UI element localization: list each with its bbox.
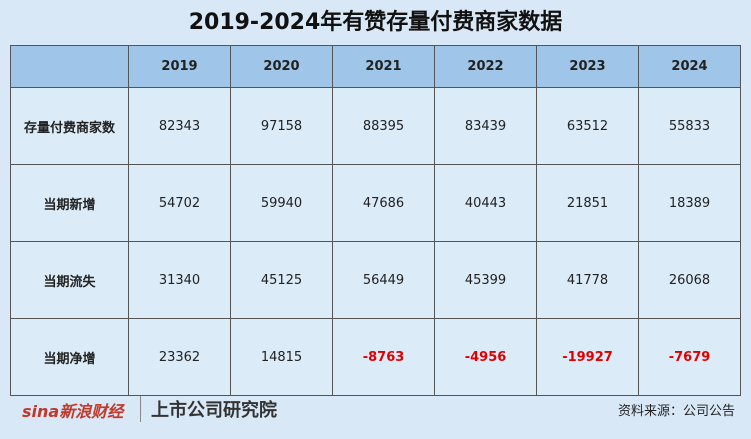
value-cell: 14815: [230, 318, 333, 396]
source-note: 资料来源：公司公告: [617, 404, 735, 419]
value-cell: 88395: [332, 87, 435, 165]
title: 2019-2024年有赞存量付费商家数据: [188, 10, 563, 35]
value-cell: 41778: [536, 241, 639, 319]
row-label: 当期流失: [10, 241, 129, 319]
value-cell: 45125: [230, 241, 333, 319]
header-cell: 2021: [332, 45, 435, 88]
sina-logo: sina新浪财经: [22, 402, 124, 421]
header-cell: 2019: [128, 45, 231, 88]
table-row: 当期流失 31340 45125 56449 45399 41778 26068: [10, 241, 741, 319]
row-label: 当期净增: [10, 318, 129, 396]
table-row: 当期净增 23362 14815 -8763 -4956 -19927 -7679: [10, 318, 741, 396]
header-cell: 2023: [536, 45, 639, 88]
row-label: 存量付费商家数: [10, 87, 129, 165]
data-table: 2019 2020 2021 2022 2023 2024 存量付费商家数 82343 971…: [10, 45, 741, 396]
value-cell: 26068: [638, 241, 741, 319]
value-cell: 47686: [332, 164, 435, 242]
value-cell: -4956: [434, 318, 537, 396]
value-cell: 83439: [434, 87, 537, 165]
header-row: 2019 2020 2021 2022 2023 2024: [10, 45, 741, 88]
value-cell: 23362: [128, 318, 231, 396]
header-cell: 2022: [434, 45, 537, 88]
value-cell: 31340: [128, 241, 231, 319]
value-cell: 55833: [638, 87, 741, 165]
footer: sina新浪财经 上市公司研究院 资料来源：公司公告: [0, 392, 751, 428]
value-cell: 45399: [434, 241, 537, 319]
corner-cell: [10, 45, 129, 88]
value-cell: -19927: [536, 318, 639, 396]
value-cell: -7679: [638, 318, 741, 396]
value-cell: 59940: [230, 164, 333, 242]
header-cell: 2020: [230, 45, 333, 88]
value-cell: -8763: [332, 318, 435, 396]
value-cell: 54702: [128, 164, 231, 242]
value-cell: 82343: [128, 87, 231, 165]
table-row: 当期新增 54702 59940 47686 40443 21851 18389: [10, 164, 741, 242]
value-cell: 18389: [638, 164, 741, 242]
header-cell: 2024: [638, 45, 741, 88]
value-cell: 97158: [230, 87, 333, 165]
value-cell: 56449: [332, 241, 435, 319]
institute-logo: 上市公司研究院: [140, 396, 277, 422]
value-cell: 63512: [536, 87, 639, 165]
value-cell: 21851: [536, 164, 639, 242]
value-cell: 40443: [434, 164, 537, 242]
row-label: 当期新增: [10, 164, 129, 242]
table-row: 存量付费商家数 82343 97158 88395 83439 63512 55833: [10, 87, 741, 165]
